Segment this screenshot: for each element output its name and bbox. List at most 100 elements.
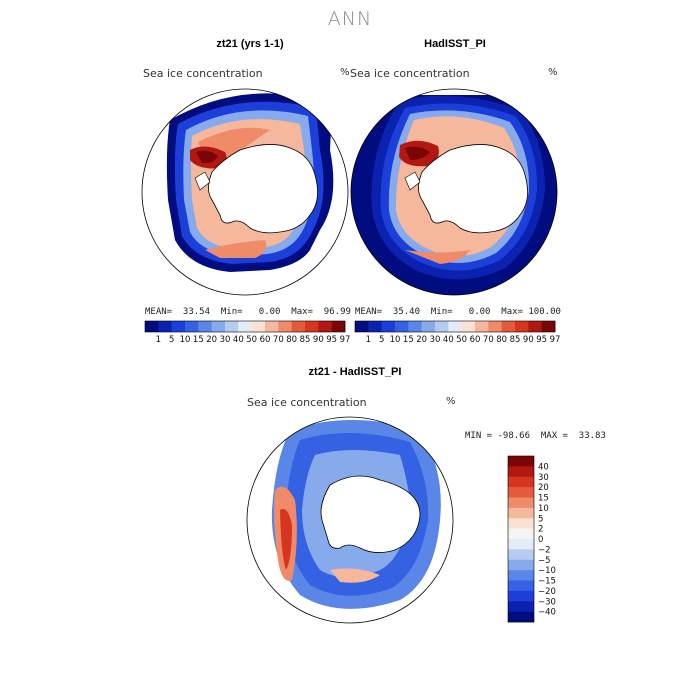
colorbar-2-tick-label: 1 [366,335,371,345]
colorbar-3-tick-label: 15 [538,494,549,504]
panel-1-stats: MEAN= 33.54 Min= 0.00 Max= 96.99 [145,307,351,317]
colorbar-2-swatch [541,321,556,332]
colorbar-3-swatch [508,590,534,602]
colorbar-3-swatch [508,497,534,509]
colorbar-1-tick-label: 70 [273,335,284,345]
colorbar-1-frame [144,320,346,333]
colorbar-2-tick-label: 70 [483,335,494,345]
colorbar-1-tick-label: 97 [340,335,351,345]
colorbar-1-tick-label: 1 [156,335,161,345]
colorbar-2-tick-label: 60 [470,335,481,345]
colorbar-1-tick-label: 95 [326,335,337,345]
panel-2-title: HadISST_PI [424,38,486,50]
colorbar-1-swatch [198,321,212,332]
colorbar-1-tick-label: 5 [169,335,174,345]
colorbar-2-tick-label: 30 [430,335,441,345]
panel-1-field-label: Sea ice concentration [143,67,263,80]
colorbar-3-tick-label: 10 [538,504,549,514]
colorbar-2-swatch [475,321,489,332]
colorbar-3-tick-label: −30 [538,597,556,607]
colorbar-1-swatch [265,321,279,332]
figure-title: ANN [327,8,373,30]
colorbar-3-swatch [508,611,534,623]
colorbar-1-swatch [185,321,199,332]
colorbar-3-tick-label: −5 [538,556,551,566]
colorbar-2-swatch [381,321,396,332]
colorbar-2-swatch [461,321,476,332]
colorbar-1-swatch [171,321,186,332]
map-3 [246,416,454,624]
colorbar-3-tick-label: 40 [538,462,549,472]
colorbar-3-tick-label: 5 [538,514,543,524]
colorbar-3-swatch [508,518,534,529]
colorbar-3-swatch [508,507,534,519]
colorbar-1-swatch [211,321,226,332]
colorbar-2-swatch [408,321,422,332]
colorbar-3-tick-label: 30 [538,473,549,483]
colorbar-1-tick-label: 50 [246,335,257,345]
colorbar-2-frame [354,320,556,333]
colorbar-1-swatch [145,321,159,332]
colorbar-1-swatch [291,321,306,332]
colorbar-2-tick-label: 85 [510,335,521,345]
colorbar-2-tick-label: 95 [536,335,547,345]
colorbar-2-swatch [355,321,369,332]
colorbar-1-swatch [331,321,346,332]
panel-3-title: zt21 - HadISST_PI [308,366,402,378]
colorbar-1-swatch [278,321,292,332]
colorbar-3-tick-label: −15 [538,577,556,587]
colorbar-3-swatch [508,476,534,488]
colorbar-2-swatch [395,321,409,332]
colorbar-3-swatch [508,539,534,550]
colorbar-2-swatch [421,321,436,332]
colorbar-2-swatch [368,321,382,332]
colorbar-3-swatch [508,528,534,540]
colorbar-1-swatch [225,321,239,332]
colorbar-1-tick-label: 20 [206,335,217,345]
panel-3-field-label: Sea ice concentration [247,396,367,409]
colorbars: 1 5 10 15 20 30 40 50 60 70 80 85 90 95 97 1 5 10 15 20 30 40… [144,320,560,623]
colorbar-2-tick-label: 50 [456,335,467,345]
colorbar-2-tick-label: 5 [379,335,384,345]
colorbar-1-swatch [318,321,332,332]
panel-1-unit: % [340,67,350,78]
panel-2-unit: % [548,67,558,78]
colorbar-2-swatch [448,321,462,332]
colorbar-3-swatch [508,487,534,498]
colorbar-2-tick-label: 10 [390,335,401,345]
colorbar-3-tick-label: 0 [538,535,543,545]
map-1 [141,88,349,296]
colorbar-3-tick-label: −10 [538,566,556,576]
colorbar-3-tick-label: 2 [538,525,543,535]
colorbar-2-tick-label: 15 [403,335,414,345]
colorbar-3-swatch [508,549,534,561]
panel-2-stats: MEAN= 35.40 Min= 0.00 Max= 100.00 [355,307,561,317]
colorbar-2-tick-label: 20 [416,335,427,345]
colorbar-2-swatch [435,321,449,332]
colorbar-1-swatch [238,321,252,332]
colorbar-3-tick-label: −2 [538,545,551,555]
colorbar-1-tick-label: 90 [313,335,324,345]
colorbar-3-tick-label: 20 [538,483,549,493]
panel-3-stats: MIN = -98.66 MAX = 33.83 [465,431,606,441]
colorbar-1-tick-label: 10 [180,335,191,345]
colorbar-3-swatch [508,570,534,581]
colorbar-3-swatch [508,580,534,592]
colorbar-1-tick-label: 60 [260,335,271,345]
panel-1-title: zt21 (yrs 1-1) [216,38,284,50]
colorbar-2-swatch [501,321,516,332]
colorbar-2-swatch [488,321,502,332]
colorbar-3-tick-label: −20 [538,587,556,597]
colorbar-3-tick-label: −40 [538,608,556,618]
colorbar-1-swatch [158,321,172,332]
panel-3-unit: % [446,396,456,407]
colorbar-2-swatch [515,321,529,332]
colorbar-2-swatch [528,321,542,332]
colorbar-1-tick-label: 30 [220,335,231,345]
colorbar-3-swatch [508,456,534,467]
colorbar-2-tick-label: 40 [443,335,454,345]
colorbar-1-tick-label: 15 [193,335,204,345]
colorbar-1-tick-label: 40 [233,335,244,345]
colorbar-3-frame [507,455,535,623]
colorbar-3-swatch [508,466,534,478]
